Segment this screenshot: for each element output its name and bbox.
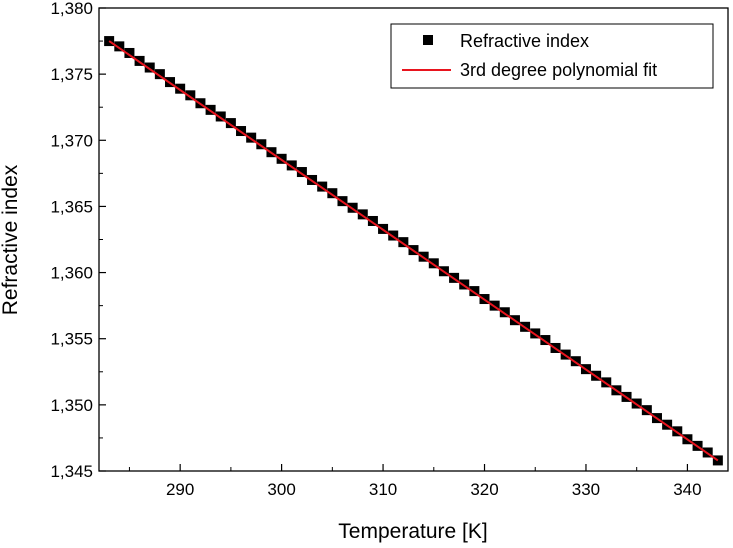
data-point-refractive-index — [428, 258, 439, 269]
data-point-refractive-index — [398, 237, 409, 248]
data-point-refractive-index — [357, 209, 368, 220]
legend-label-polynomial-fit: 3rd degree polynomial fit — [460, 60, 657, 80]
y-axis-title: Refractive index — [0, 164, 22, 315]
x-axis-title: Temperature [K] — [338, 520, 487, 543]
x-tick-label: 330 — [572, 480, 600, 499]
plot-marks — [104, 36, 723, 466]
x-axis: 290 300 310 320 330 340 — [128, 464, 702, 499]
data-point-refractive-index — [570, 356, 581, 367]
data-point-refractive-index — [154, 69, 165, 80]
data-point-refractive-index — [246, 132, 257, 143]
legend-box — [390, 23, 714, 89]
data-point-refractive-index — [114, 41, 125, 52]
data-point-refractive-index — [388, 230, 399, 241]
data-point-refractive-index — [286, 160, 297, 171]
data-point-refractive-index — [367, 215, 378, 226]
x-tick-label: 320 — [470, 480, 498, 499]
y-tick-label: 1,355 — [50, 330, 93, 349]
legend: Refractive index 3rd degree polynomial f… — [390, 23, 714, 89]
data-point-refractive-index — [215, 111, 226, 122]
x-tick-label: 300 — [267, 480, 295, 499]
y-axis: 1,345 1,350 1,355 1,360 1,365 1,370 1,375 1,380 — [50, 0, 106, 481]
data-point-refractive-index — [124, 47, 135, 58]
data-point-refractive-index — [317, 181, 328, 192]
y-tick-label: 1,370 — [50, 131, 93, 150]
y-tick-label: 1,365 — [50, 197, 93, 216]
legend-label-refractive-index: Refractive index — [460, 31, 589, 51]
x-tick-label: 290 — [166, 480, 194, 499]
data-point-refractive-index — [469, 286, 480, 297]
data-point-refractive-index — [641, 405, 652, 416]
data-point-refractive-index — [175, 83, 186, 94]
y-tick-label: 1,350 — [50, 396, 93, 415]
y-tick-label: 1,345 — [50, 462, 93, 481]
x-tick-label: 340 — [673, 480, 701, 499]
y-tick-label: 1,375 — [50, 65, 93, 84]
data-point-refractive-index — [327, 188, 338, 199]
legend-marker-refractive-index — [423, 35, 433, 45]
y-tick-label: 1,380 — [50, 0, 93, 18]
data-point-refractive-index — [185, 90, 196, 101]
data-point-refractive-index — [499, 307, 510, 318]
data-point-refractive-index — [540, 335, 551, 346]
data-point-refractive-index — [256, 139, 267, 150]
y-tick-label: 1,360 — [50, 264, 93, 283]
data-point-refractive-index — [296, 167, 307, 178]
x-tick-label: 310 — [369, 480, 397, 499]
polynomial-fit-line — [108, 40, 719, 462]
data-point-refractive-index — [144, 62, 155, 73]
data-point-refractive-index — [225, 118, 236, 129]
